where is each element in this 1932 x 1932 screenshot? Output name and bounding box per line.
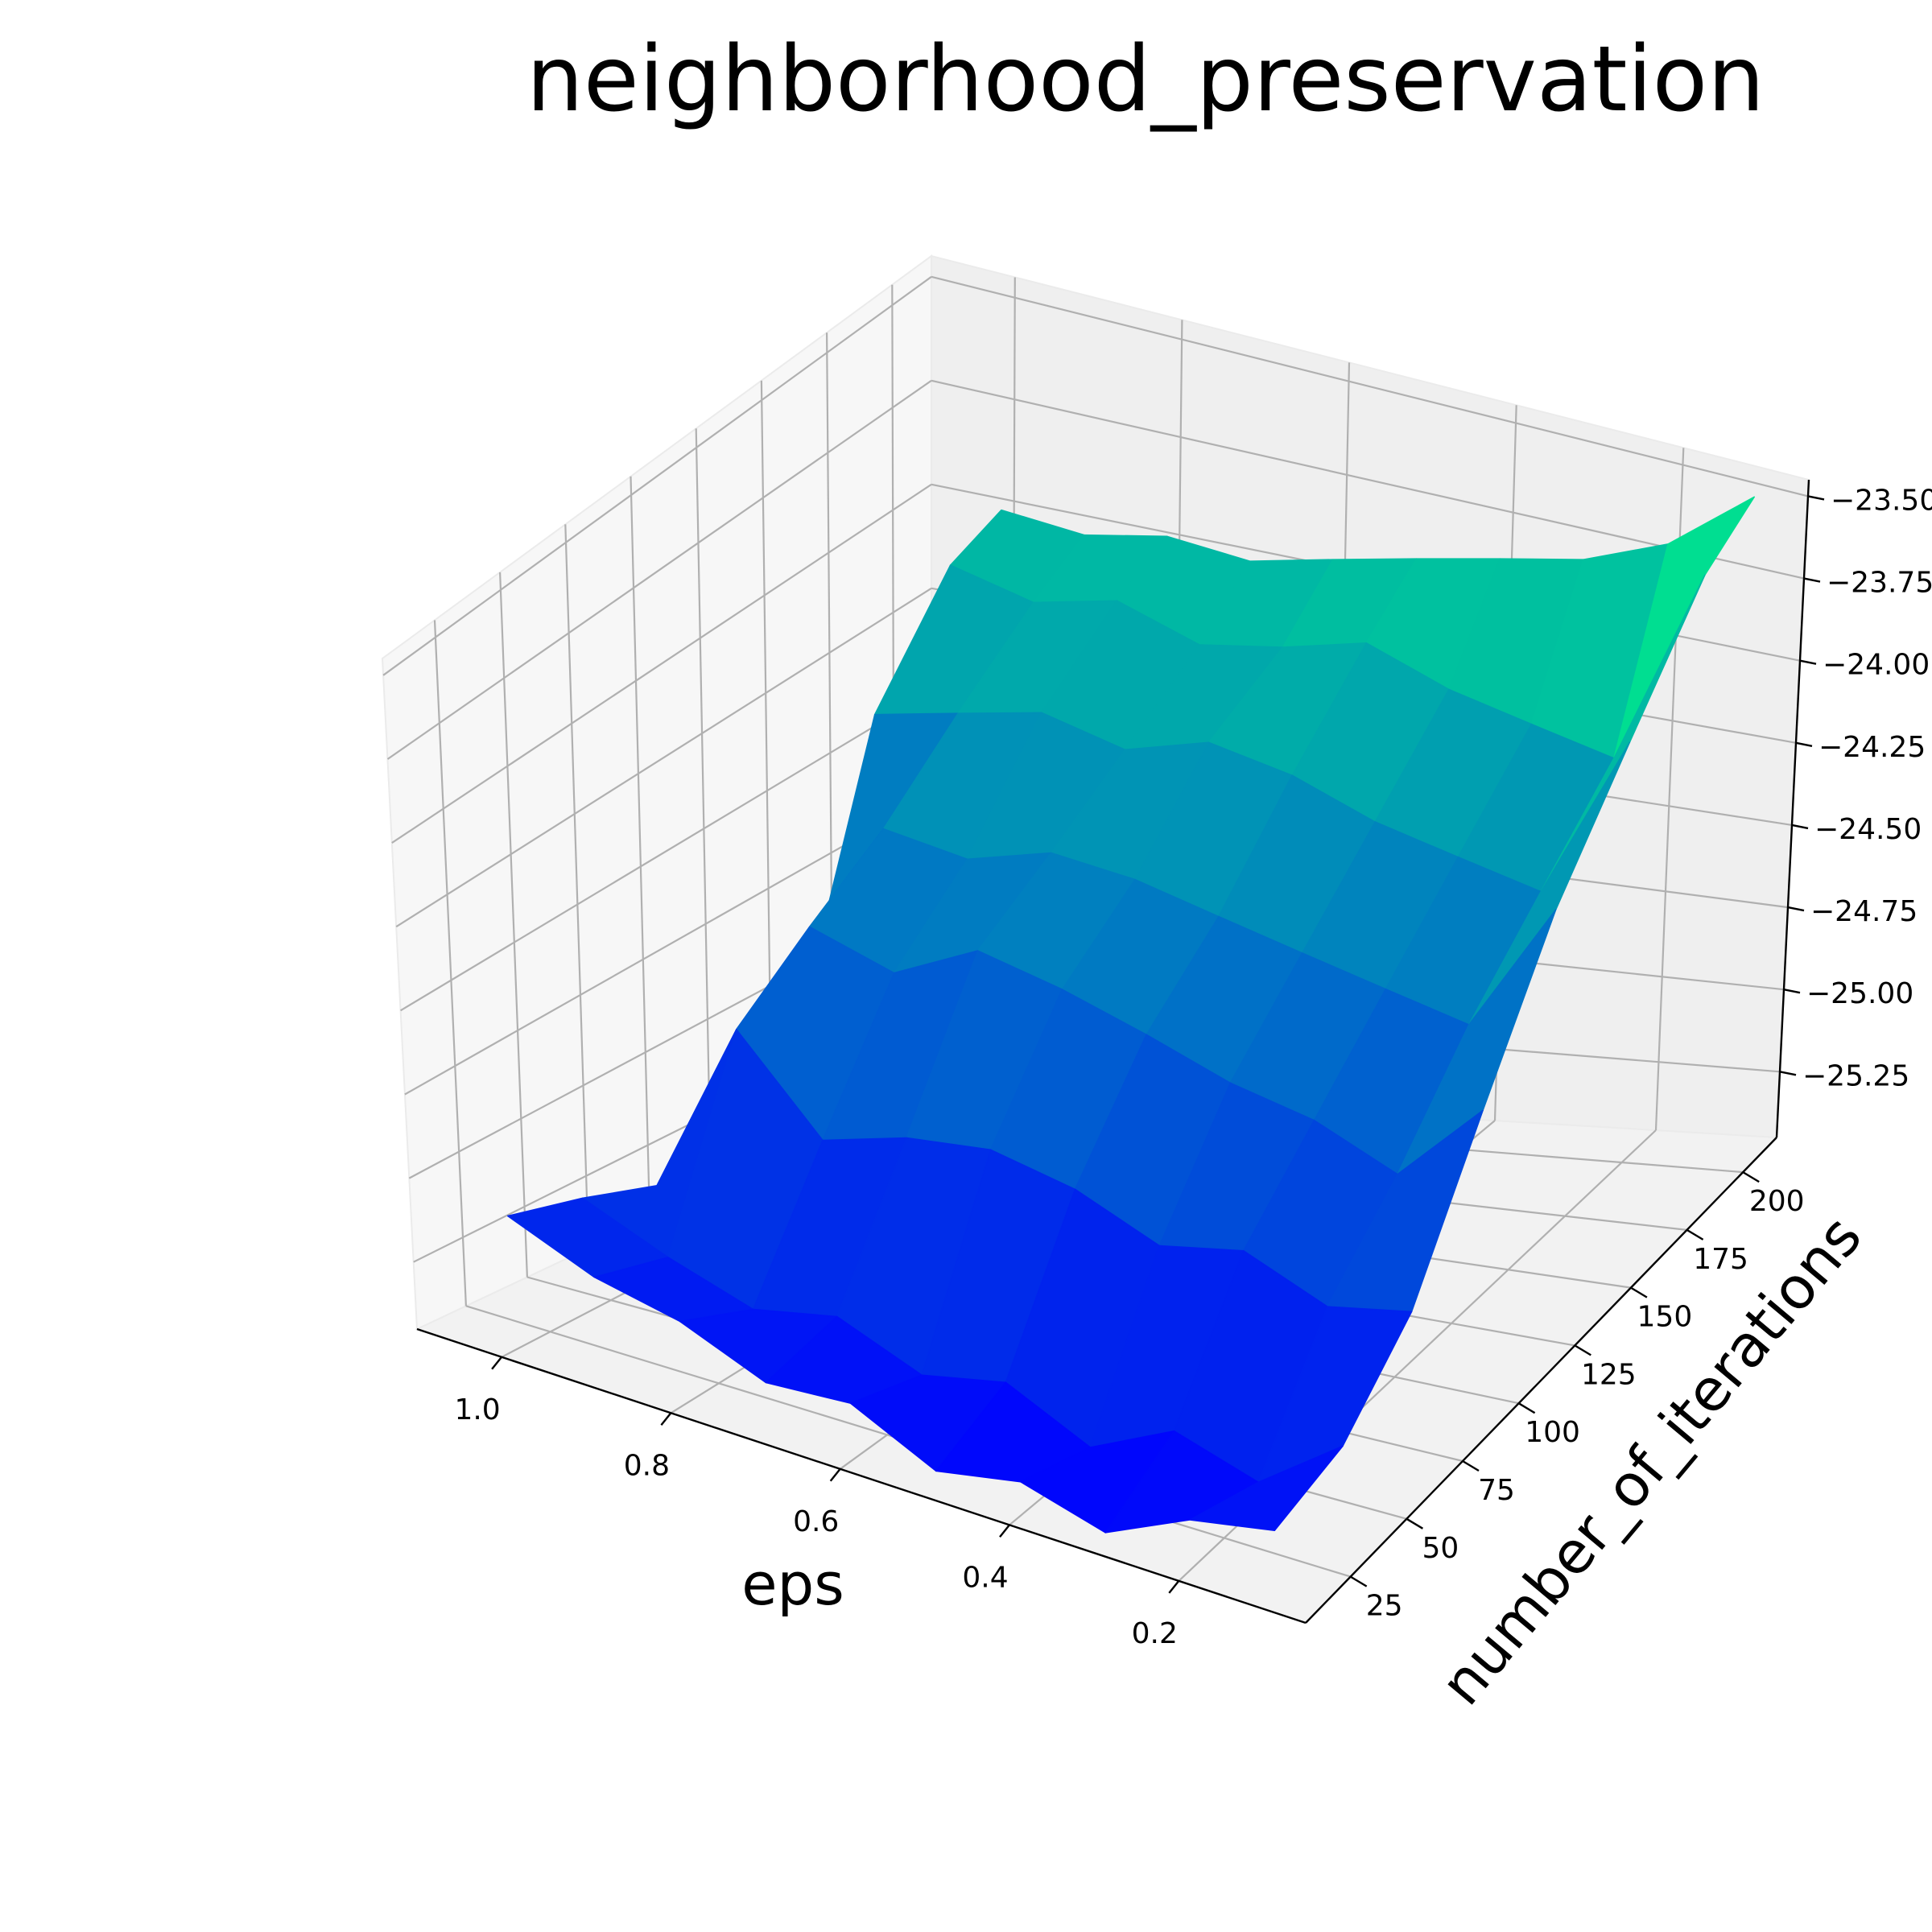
y-tick-mark [1462,1459,1480,1472]
z-axis-line [1775,479,1810,1138]
y-tick-label: 25 [1366,1590,1403,1623]
y-tick-mark [1630,1286,1648,1298]
y-tick-mark [1406,1517,1424,1530]
z-tick-label: −23.50 [1831,484,1932,517]
z-tick-label: −24.25 [1818,731,1926,764]
y-tick-mark [1686,1228,1704,1241]
x-tick-mark [660,1412,672,1426]
z-tick-label: −25.25 [1802,1059,1909,1092]
z-tick-label: −24.00 [1823,649,1930,682]
z-tick-label: −24.75 [1810,895,1918,928]
x-tick-mark [829,1468,841,1482]
x-tick-label: 1.0 [454,1393,500,1426]
y-tick-label: 50 [1422,1532,1459,1565]
x-axis-label: eps [741,1550,844,1618]
z-tick-label: −24.50 [1814,813,1922,846]
z-tick-mark [1807,495,1825,501]
z-tick-mark [1799,659,1817,665]
x-tick-label: 0.8 [624,1449,670,1482]
x-tick-label: 0.6 [793,1505,839,1538]
z-tick-mark [1803,577,1821,583]
z-tick-mark [1779,1071,1797,1076]
y-tick-label: 75 [1478,1474,1515,1507]
y-tick-mark [1350,1575,1368,1587]
z-tick-label: −23.75 [1827,567,1932,600]
y-tick-mark [1517,1402,1536,1414]
y-axis-line [1305,1137,1777,1624]
left-grid-y [564,524,590,1249]
left-grid-y [695,428,712,1191]
z-tick-mark [1791,824,1809,830]
axis-lines [416,479,1810,1624]
y-tick-label: 125 [1581,1358,1637,1391]
left-grid-z [400,691,932,1012]
z-tick-label: −25.00 [1806,977,1913,1010]
surface-patch [1189,1445,1344,1532]
z-tick-mark [1783,989,1801,994]
y-tick-label: 100 [1525,1416,1580,1449]
x-tick-mark [491,1356,503,1370]
chart-title: neighborhood_preservation [526,27,1765,132]
y-tick-mark [1574,1344,1591,1356]
x-tick-label: 0.2 [1132,1617,1178,1650]
left-grid-z [382,275,932,676]
left-grid-z [395,587,932,928]
z-tick-mark [1787,906,1805,912]
left-grid-z [386,379,932,760]
x-tick-mark [999,1524,1010,1538]
x-tick-mark [1168,1580,1180,1594]
z-tick-mark [1795,741,1813,747]
left-grid-y [433,620,467,1307]
y-tick-label: 150 [1637,1301,1693,1334]
left-grid-y [630,476,651,1220]
x-axis-line [416,1327,1307,1624]
y-tick-mark [1742,1171,1760,1183]
y-tick-label: 200 [1749,1185,1805,1218]
y-tick-label: 175 [1693,1243,1748,1276]
left-grid-y [499,572,528,1278]
x-tick-label: 0.4 [962,1561,1008,1594]
surface-plot [506,496,1755,1534]
left-grid-z [391,483,932,844]
back-grid-z [931,275,1809,497]
